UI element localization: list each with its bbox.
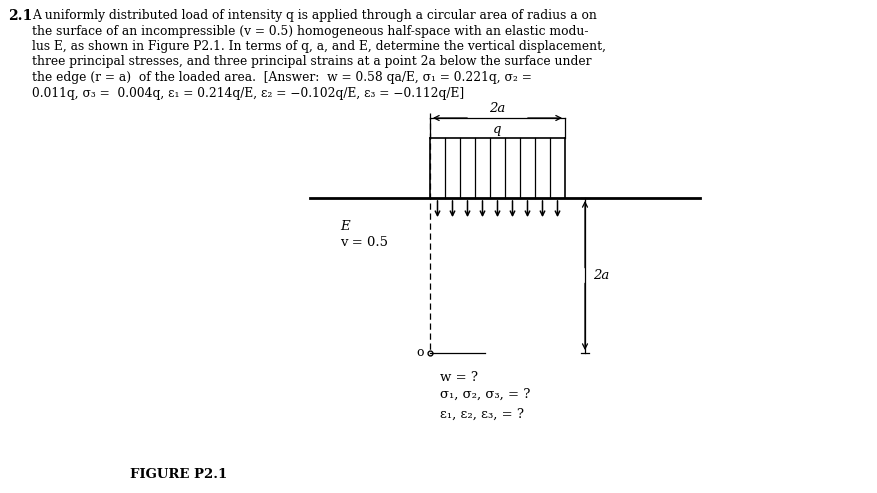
Text: three principal stresses, and three principal strains at a point 2a below the su: three principal stresses, and three prin… bbox=[32, 56, 591, 69]
Text: 0.011q, σ₃ =  0.004q, ε₁ = 0.214q/E, ε₂ = −0.102q/E, ε₃ = −0.112q/E]: 0.011q, σ₃ = 0.004q, ε₁ = 0.214q/E, ε₂ =… bbox=[32, 86, 464, 100]
Text: ε₁, ε₂, ε₃, = ?: ε₁, ε₂, ε₃, = ? bbox=[439, 408, 524, 421]
Text: w = ?: w = ? bbox=[439, 371, 477, 384]
Text: 2.1: 2.1 bbox=[8, 9, 32, 23]
Text: E: E bbox=[339, 220, 349, 233]
Text: 2a: 2a bbox=[488, 102, 505, 115]
Text: 2a: 2a bbox=[592, 269, 609, 282]
Text: v = 0.5: v = 0.5 bbox=[339, 236, 388, 249]
Text: lus E, as shown in Figure P2.1. In terms of q, a, and E, determine the vertical : lus E, as shown in Figure P2.1. In terms… bbox=[32, 40, 605, 53]
Text: FIGURE P2.1: FIGURE P2.1 bbox=[130, 468, 227, 481]
Text: A uniformly distributed load of intensity q is applied through a circular area o: A uniformly distributed load of intensit… bbox=[32, 9, 596, 22]
Text: the surface of an incompressible (v = 0.5) homogeneous half-space with an elasti: the surface of an incompressible (v = 0.… bbox=[32, 25, 588, 37]
Text: σ₁, σ₂, σ₃, = ?: σ₁, σ₂, σ₃, = ? bbox=[439, 388, 530, 401]
Text: the edge (r = a)  of the loaded area.  [Answer:  w = 0.58 qa/E, σ₁ = 0.221q, σ₂ : the edge (r = a) of the loaded area. [An… bbox=[32, 71, 531, 84]
Text: o: o bbox=[416, 346, 424, 358]
Text: q: q bbox=[493, 123, 501, 136]
